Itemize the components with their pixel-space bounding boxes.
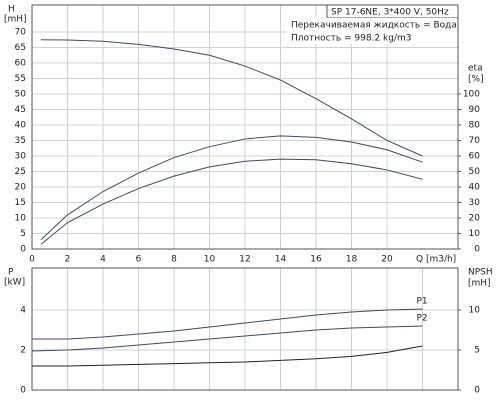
y-tick-label: 10	[15, 213, 27, 223]
y2-tick-label: 40	[469, 182, 481, 192]
x-tick-label: 2	[65, 255, 71, 265]
y-tick-label: 65	[15, 43, 26, 53]
y-axis-label: P	[8, 268, 14, 278]
y-tick-label: 50	[15, 89, 27, 99]
y-tick-label: 2	[20, 346, 26, 356]
y-axis-unit: [kW]	[4, 278, 25, 288]
y-tick-label: 20	[15, 182, 27, 192]
curve	[31, 325, 423, 352]
y2-tick-label: 100	[463, 89, 480, 99]
series-label: P1	[417, 297, 428, 307]
y-axis-unit: [mH]	[4, 15, 27, 25]
y-tick-label: 0	[20, 245, 26, 255]
y2-tick-label: 10	[469, 229, 481, 239]
y-tick-label: 4	[20, 306, 26, 316]
y2-tick-label: 10	[469, 306, 481, 316]
y-tick-label: 30	[15, 151, 27, 161]
y2-axis-unit: [%]	[468, 74, 484, 84]
y2-axis-label: NPSH	[468, 268, 493, 278]
y-tick-label: 45	[15, 105, 26, 115]
y2-tick-label: 50	[469, 167, 481, 177]
y-tick-label: 5	[20, 229, 26, 239]
annotation-bg	[287, 31, 457, 44]
annotation: Плотность = 998.2 kg/m3	[291, 34, 412, 44]
y-tick-label: 60	[15, 58, 27, 68]
y-tick-label: 40	[15, 120, 27, 130]
annotation-bg	[287, 18, 457, 31]
y2-tick-label: 0	[474, 245, 480, 255]
curve	[32, 308, 423, 340]
y-axis-label: H	[8, 5, 15, 15]
curve	[40, 135, 423, 241]
y2-tick-label: 5	[474, 346, 480, 356]
y2-tick-label: 80	[469, 120, 481, 130]
x-tick-label: 14	[275, 255, 287, 265]
y-tick-label: 35	[15, 136, 26, 146]
annotation: Перекачиваемая жидкость = Вода	[291, 21, 457, 31]
x-axis-label: Q [m3/h]	[416, 255, 456, 265]
y-tick-label: 15	[15, 198, 26, 208]
curve	[40, 158, 423, 245]
y2-tick-label: 60	[469, 151, 481, 161]
y2-axis-label: eta	[468, 63, 483, 73]
y-tick-label: 25	[15, 167, 26, 177]
y-tick-label: 0	[20, 386, 26, 396]
x-tick-label: 6	[136, 255, 142, 265]
x-tick-label: 4	[100, 255, 106, 265]
series-label: P2	[417, 314, 428, 324]
annotation: SP 17-6NE, 3*400 V, 50Hz	[331, 8, 449, 18]
y2-axis-unit: [mH]	[468, 279, 491, 289]
plot-frame	[31, 4, 459, 250]
y-tick-label: 55	[15, 74, 26, 84]
plot-frame	[31, 267, 459, 391]
x-tick-label: 8	[171, 255, 177, 265]
y2-tick-label: 90	[469, 105, 481, 115]
y-tick-label: 70	[15, 27, 27, 37]
x-tick-label: 18	[346, 255, 358, 265]
curve	[40, 39, 423, 157]
x-tick-label: 12	[239, 255, 250, 265]
x-tick-label: 20	[381, 255, 393, 265]
x-tick-label: 10	[204, 255, 216, 265]
x-tick-label: 16	[310, 255, 322, 265]
x-tick-label: 0	[29, 255, 35, 265]
curve	[32, 345, 423, 367]
y2-tick-label: 0	[474, 386, 480, 396]
y2-tick-label: 30	[469, 198, 481, 208]
y2-tick-label: 70	[469, 136, 481, 146]
y2-tick-label: 20	[469, 213, 481, 223]
